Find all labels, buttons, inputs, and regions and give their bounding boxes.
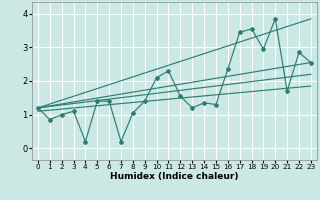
- X-axis label: Humidex (Indice chaleur): Humidex (Indice chaleur): [110, 172, 239, 181]
